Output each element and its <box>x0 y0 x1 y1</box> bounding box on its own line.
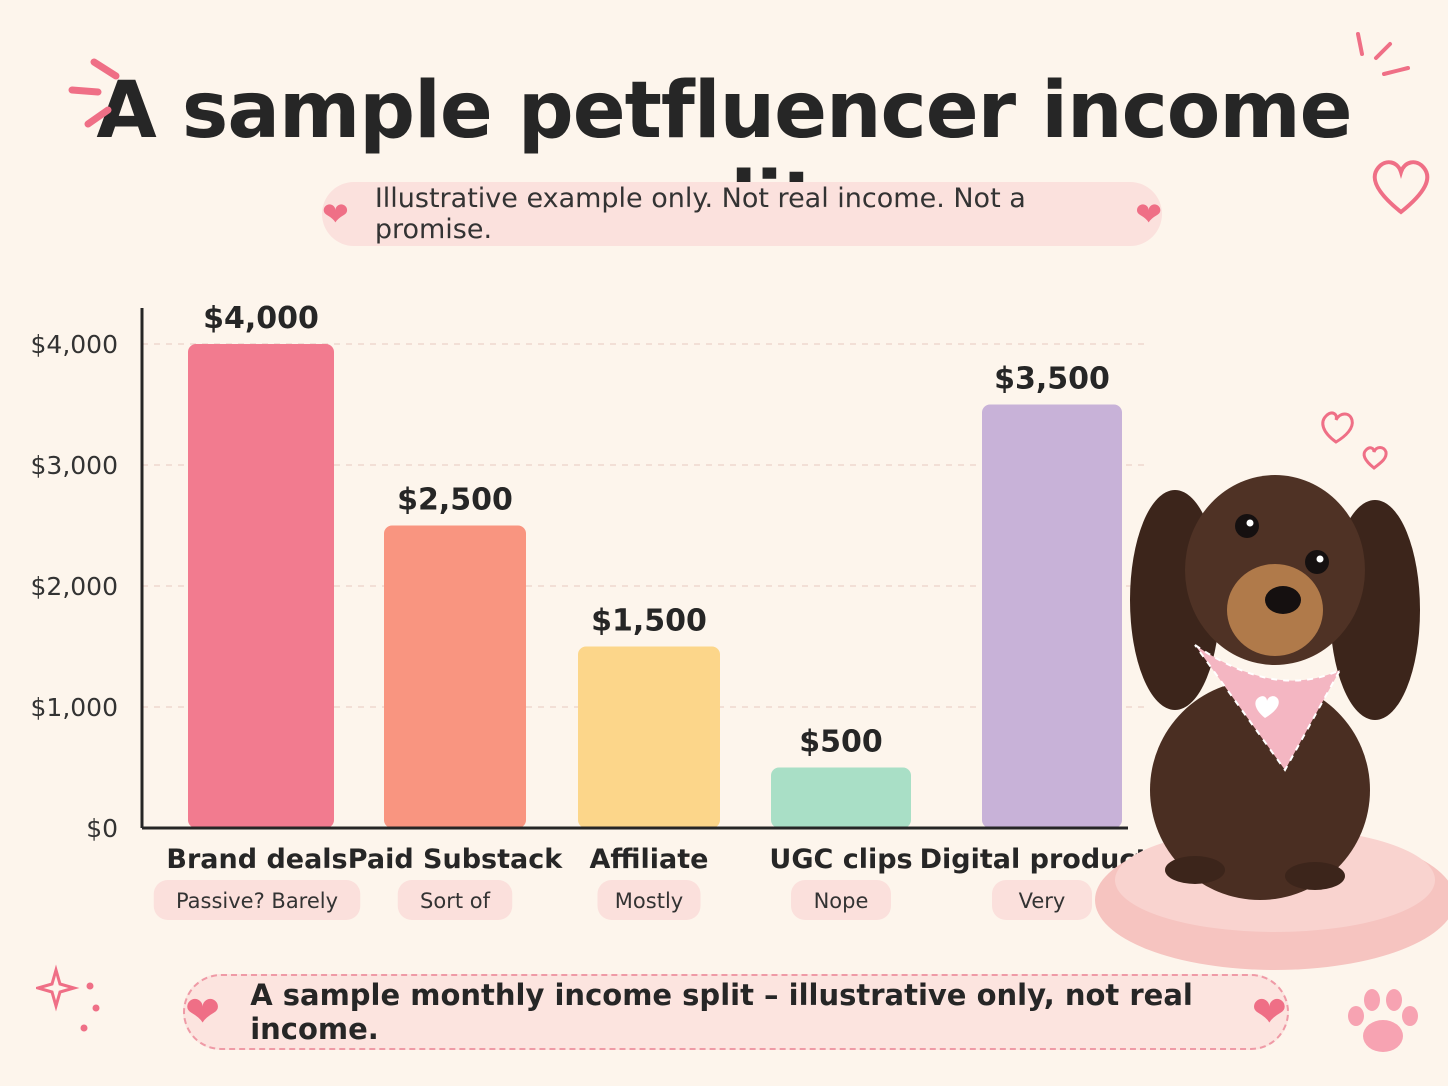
heart-outline-icon <box>1321 411 1388 470</box>
passive-badge <box>992 880 1092 920</box>
value-label: $3,500 <box>994 362 1110 397</box>
y-tick-label: $0 <box>86 814 118 843</box>
passive-badge <box>791 880 891 920</box>
sparkle-lines-icon <box>68 58 120 128</box>
category-label: Brand deals <box>166 844 347 875</box>
heart-icon: ❤ <box>185 987 221 1036</box>
bar-brand-deals <box>188 344 334 828</box>
footer-text: A sample monthly income split – illustra… <box>250 978 1193 1046</box>
bar-ugc-clips <box>771 767 911 828</box>
value-label: $500 <box>799 725 883 760</box>
passive-badge <box>397 880 513 920</box>
category-label: UGC clips <box>769 844 912 875</box>
heart-icon: ❤ <box>1135 195 1162 233</box>
axes <box>140 308 1128 830</box>
disclaimer-text: Illustrative example only. Not real inco… <box>374 183 1026 245</box>
labels: $0 $1,000 $2,000 $3,000 $4,000 $4,000 Brand de… <box>31 301 1164 920</box>
passive-badge <box>597 880 701 920</box>
value-label: $2,500 <box>397 483 513 518</box>
bars <box>188 344 1122 828</box>
income-bar-chart: $0 $1,000 $2,000 $3,000 $4,000 $4,000 Brand de… <box>31 301 1164 920</box>
paw-icon <box>1348 989 1418 1052</box>
passive-label: Nope <box>814 889 869 913</box>
bar-affiliate <box>578 646 720 828</box>
disclaimer-banner: ❤ Illustrative example only. Not real in… <box>322 182 1162 246</box>
passive-label: Very <box>1019 889 1066 913</box>
value-label: $4,000 <box>203 301 319 336</box>
category-label: Paid Substack <box>348 844 563 875</box>
y-tick-label: $1,000 <box>31 693 118 722</box>
value-label: $1,500 <box>591 604 707 639</box>
dog-illustration <box>1095 475 1448 970</box>
bar-digital-products <box>982 404 1122 828</box>
y-tick-label: $4,000 <box>31 330 118 359</box>
passive-label: Sort of <box>420 889 491 913</box>
y-tick-label: $2,000 <box>31 572 118 601</box>
heart-icon: ❤ <box>1251 987 1287 1036</box>
passive-badge <box>153 880 361 920</box>
y-tick-label: $3,000 <box>31 451 118 480</box>
passive-label: Mostly <box>615 889 683 913</box>
sparkle-icon <box>36 964 100 1032</box>
heart-outline-icon <box>1372 160 1430 215</box>
category-label: Affiliate <box>590 844 709 875</box>
heart-icon: ❤ <box>322 195 349 233</box>
sparkle-lines-icon <box>1356 32 1410 76</box>
bar-paid-substack <box>384 525 526 828</box>
passive-label: Passive? Barely <box>176 889 338 913</box>
footer-note: ❤ A sample monthly income split – illust… <box>183 974 1289 1050</box>
